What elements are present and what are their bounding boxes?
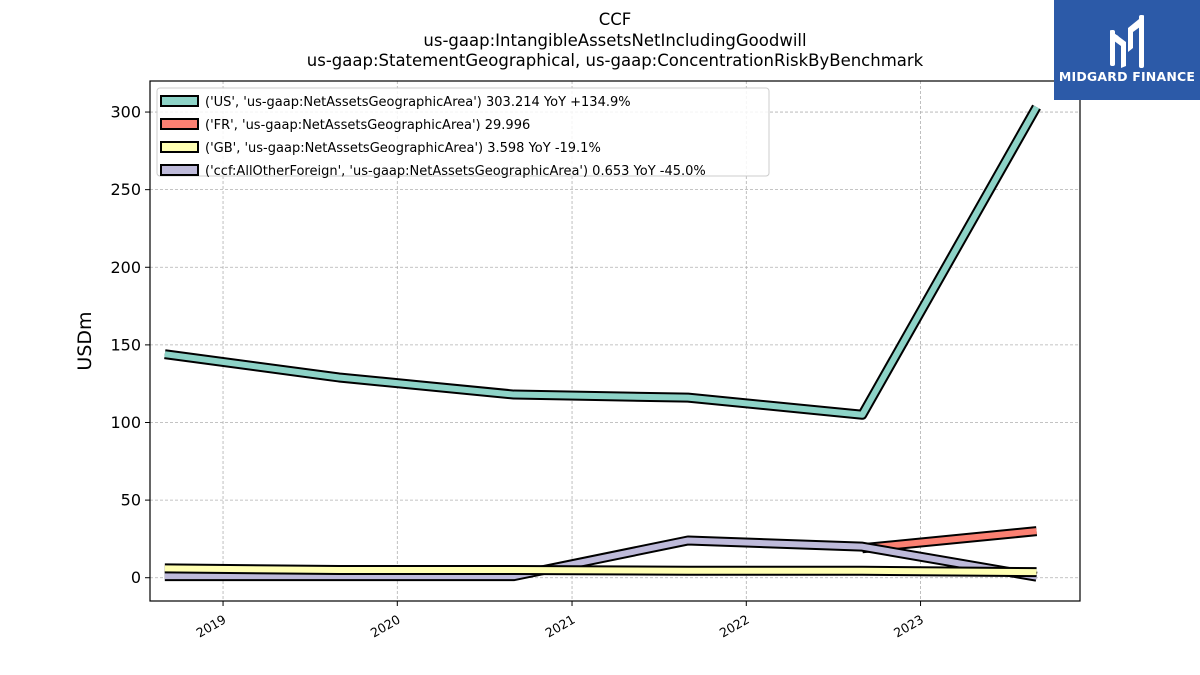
x-tick-label: 2019 (193, 612, 228, 641)
y-tick-label: 100 (110, 413, 141, 432)
legend-label: ('ccf:AllOtherForeign', 'us-gaap:NetAsse… (205, 164, 706, 179)
logo-mark-icon (1110, 15, 1144, 68)
legend-label: ('US', 'us-gaap:NetAssetsGeographicArea'… (205, 95, 631, 110)
y-tick-label: 250 (110, 180, 141, 199)
x-tick-label: 2022 (717, 612, 752, 641)
brand-logo: MIDGARD FINANCE (1054, 0, 1200, 100)
y-axis-label: USDm (74, 311, 96, 370)
y-tick-label: 150 (110, 335, 141, 354)
plot-frame (149, 80, 1081, 602)
y-tick-label: 300 (110, 103, 141, 122)
x-tick-label: 2023 (891, 612, 926, 641)
chart-titles: CCF us-gaap:IntangibleAssetsNetIncluding… (150, 10, 1080, 72)
series-line-0 (164, 105, 1040, 418)
y-tick-label: 200 (110, 258, 141, 277)
series-line-2 (164, 565, 1037, 576)
legend-swatch (160, 164, 199, 176)
x-tick-label: 2020 (368, 612, 403, 641)
y-tick-label: 50 (121, 491, 141, 510)
legend-box (156, 87, 770, 177)
chart-subtitle-2: us-gaap:StatementGeographical, us-gaap:C… (306, 51, 924, 70)
x-tick-label: 2021 (542, 612, 577, 641)
legend-label: ('FR', 'us-gaap:NetAssetsGeographicArea'… (205, 118, 530, 133)
y-tick-label: 0 (131, 568, 141, 587)
chart-title: CCF (598, 10, 632, 29)
legend-label: ('GB', 'us-gaap:NetAssetsGeographicArea'… (205, 141, 601, 156)
series-line-1 (862, 528, 1037, 552)
brand-name: MIDGARD FINANCE (1058, 69, 1196, 84)
legend-swatch (160, 141, 199, 153)
legend-swatch (160, 118, 199, 130)
chart-subtitle-1: us-gaap:IntangibleAssetsNetIncludingGood… (423, 30, 807, 50)
series-line-3 (164, 537, 1038, 580)
legend-swatch (160, 95, 199, 107)
